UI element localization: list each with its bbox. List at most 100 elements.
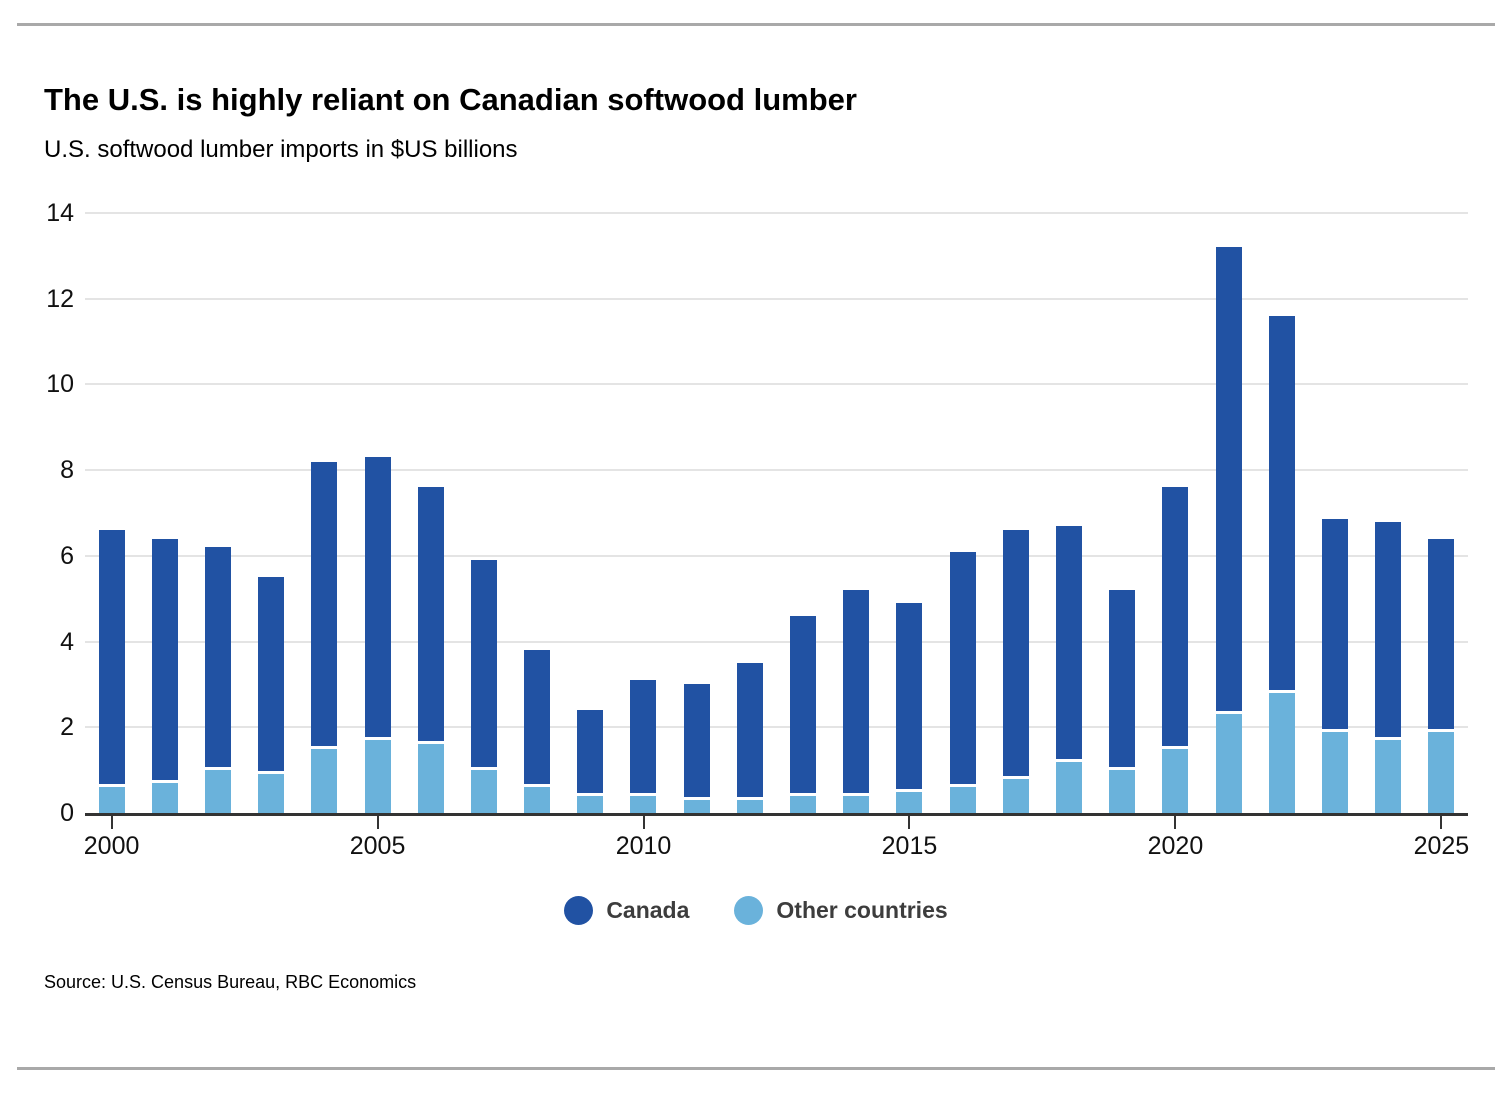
bar-2011-other-countries-segment (683, 800, 710, 813)
x-axis-label-2000: 2000 (83, 832, 140, 860)
bar-2012-canada-segment (736, 663, 763, 801)
bar-slot-2002 (191, 213, 244, 813)
bar-2003 (258, 577, 285, 813)
gridline-14 (85, 212, 1468, 214)
bar-2007-other-countries-segment (470, 770, 497, 813)
other-countries-swatch-icon (734, 896, 764, 925)
x-tick-2015 (908, 816, 911, 829)
bar-slot-2015 (883, 213, 936, 813)
bar-slot-2010 (617, 213, 670, 813)
bar-2008-other-countries-segment (524, 787, 551, 813)
y-axis: 0 2 4 6 8 10 12 14 (0, 199, 74, 827)
bar-2018-other-countries-segment (1055, 761, 1082, 813)
legend: Canada Other countries (0, 896, 1512, 925)
bar-2000-canada-segment (98, 530, 125, 788)
y-axis-label-2: 2 (60, 713, 74, 742)
x-axis-label-2015: 2015 (881, 832, 938, 860)
bar-2016-canada-segment (949, 551, 976, 788)
legend-item-canada: Canada (564, 896, 689, 925)
bar-2008-canada-segment (524, 650, 551, 788)
bar-2012 (736, 663, 763, 813)
bar-2024-canada-segment (1375, 521, 1402, 741)
bar-2020-canada-segment (1162, 487, 1189, 749)
bar-slot-2023 (1308, 213, 1361, 813)
y-axis-label-8: 8 (60, 456, 74, 485)
bar-2001-other-countries-segment (151, 783, 178, 813)
y-axis-label-4: 4 (60, 627, 74, 656)
bar-slot-2022 (1255, 213, 1308, 813)
y-axis-label-12: 12 (46, 284, 74, 313)
bar-2018-canada-segment (1055, 525, 1082, 762)
bar-2019 (1109, 590, 1136, 813)
bar-slot-2000 (85, 213, 138, 813)
bar-2019-other-countries-segment (1109, 770, 1136, 813)
bar-slot-2005 (351, 213, 404, 813)
x-axis-label-2025: 2025 (1413, 832, 1470, 860)
bar-2020 (1162, 487, 1189, 813)
bar-slot-2009 (564, 213, 617, 813)
bar-2025-other-countries-segment (1428, 731, 1455, 813)
bar-2016-other-countries-segment (949, 787, 976, 813)
bar-2014-other-countries-segment (843, 795, 870, 813)
bar-2017-other-countries-segment (1002, 778, 1029, 813)
y-axis-label-6: 6 (60, 541, 74, 570)
gridline-2 (85, 726, 1468, 729)
legend-item-other-countries: Other countries (734, 896, 948, 925)
x-tick-2020 (1174, 816, 1177, 829)
bar-2015 (896, 603, 923, 813)
bar-2017-canada-segment (1002, 530, 1029, 779)
bar-2013-other-countries-segment (790, 795, 817, 813)
y-axis-label-10: 10 (46, 370, 74, 399)
bar-slot-2017 (989, 213, 1042, 813)
bar-2006-other-countries-segment (417, 744, 444, 813)
legend-label-other-countries: Other countries (776, 897, 948, 923)
bar-slot-2011 (670, 213, 723, 813)
bar-slot-2006 (404, 213, 457, 813)
gridline-6 (85, 554, 1468, 557)
bar-2016 (949, 551, 976, 813)
gridline-8 (85, 469, 1468, 472)
bar-2006-canada-segment (417, 487, 444, 745)
bar-slot-2025 (1415, 213, 1468, 813)
bar-2008 (524, 650, 551, 813)
bar-2009 (577, 710, 604, 813)
legend-label-canada: Canada (606, 897, 690, 923)
y-axis-label-0: 0 (60, 799, 74, 827)
bar-slot-2019 (1096, 213, 1149, 813)
bar-2006 (417, 487, 444, 813)
bar-2025 (1428, 538, 1455, 813)
bar-2002-canada-segment (204, 547, 231, 771)
bottom-divider (17, 1067, 1495, 1070)
bar-2024-other-countries-segment (1375, 740, 1402, 813)
bar-2009-canada-segment (577, 710, 604, 796)
bar-slot-2013 (776, 213, 829, 813)
bar-2007 (470, 560, 497, 813)
bar-2022-other-countries-segment (1268, 693, 1295, 813)
x-tick-2000 (110, 816, 113, 829)
bar-2021 (1215, 247, 1242, 813)
bar-2020-other-countries-segment (1162, 748, 1189, 813)
bar-slot-2007 (457, 213, 510, 813)
bar-2011 (683, 684, 710, 813)
bar-2000-other-countries-segment (98, 787, 125, 813)
bar-2013 (790, 615, 817, 813)
bar-2018 (1055, 525, 1082, 813)
bar-2009-other-countries-segment (577, 795, 604, 813)
x-tick-2005 (376, 816, 379, 829)
bar-2012-other-countries-segment (736, 800, 763, 813)
bar-slot-2012 (723, 213, 776, 813)
bar-2023-other-countries-segment (1321, 731, 1348, 813)
y-axis-label-14: 14 (46, 199, 74, 227)
bar-slot-2024 (1362, 213, 1415, 813)
chart-title: The U.S. is highly reliant on Canadian s… (44, 82, 857, 117)
bar-2010 (630, 680, 657, 813)
bar-2011-canada-segment (683, 684, 710, 801)
bar-2005 (364, 457, 391, 813)
bar-2005-canada-segment (364, 457, 391, 741)
bar-slot-2008 (511, 213, 564, 813)
bar-2003-other-countries-segment (258, 774, 285, 813)
bar-2002 (204, 547, 231, 813)
bar-2002-other-countries-segment (204, 770, 231, 813)
canada-swatch-icon (564, 896, 594, 925)
bar-2022-canada-segment (1268, 315, 1295, 693)
